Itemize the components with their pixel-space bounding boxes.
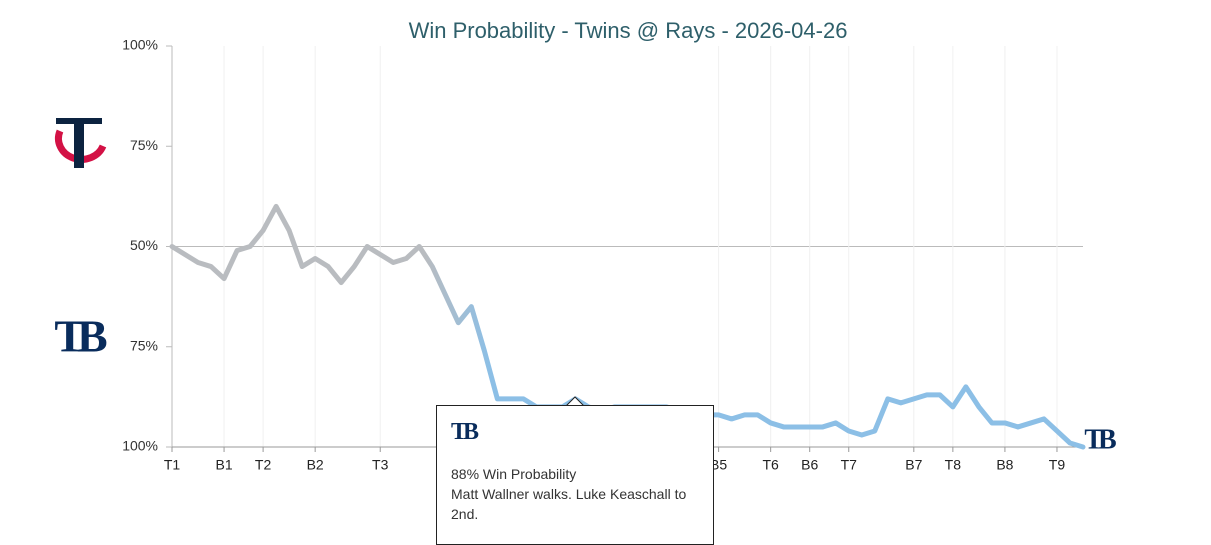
y-tick-label: 75% <box>130 337 158 353</box>
chart-title: Win Probability - Twins @ Rays - 2026-04… <box>409 18 848 43</box>
x-tick-label: B2 <box>307 457 324 473</box>
tooltip-text: Matt Wallner walks. Luke Keaschall to 2n… <box>451 486 687 522</box>
x-tick-label: T2 <box>255 457 272 473</box>
x-tick-label: B8 <box>996 457 1013 473</box>
end-logo: TB <box>1084 424 1116 455</box>
logo-text: TC <box>79 109 81 111</box>
x-tick-label: B1 <box>215 457 232 473</box>
x-tick-label: B6 <box>801 457 818 473</box>
y-tick-label: 100% <box>122 438 158 454</box>
x-tick-label: T8 <box>945 457 962 473</box>
twins-logo: TC <box>54 109 107 168</box>
y-tick-label: 75% <box>130 137 158 153</box>
tooltip-headline: 88% Win Probability <box>451 466 577 482</box>
x-tick-label: B5 <box>710 457 727 473</box>
tooltip: TB 88% Win Probability Matt Wallner walk… <box>436 405 714 545</box>
x-tick-label: T6 <box>762 457 779 473</box>
x-tick-label: T3 <box>372 457 389 473</box>
y-tick-label: 50% <box>130 237 158 253</box>
x-tick-label: T9 <box>1049 457 1066 473</box>
y-tick-label: 100% <box>122 37 158 53</box>
x-tick-label: B7 <box>905 457 922 473</box>
x-tick-label: T7 <box>841 457 858 473</box>
x-tick-label: T1 <box>164 457 181 473</box>
tooltip-logo: TB <box>451 419 479 445</box>
rays-logo: TB <box>54 311 107 362</box>
